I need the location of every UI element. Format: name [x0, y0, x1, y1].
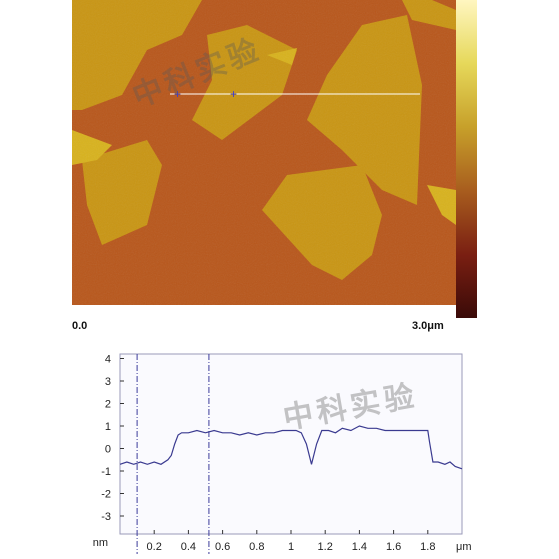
- y-axis-label: nm: [93, 537, 108, 549]
- y-tick-label: -3: [101, 511, 111, 523]
- x-tick-label: 0.8: [249, 541, 264, 553]
- afm-height-image: + +: [72, 0, 456, 305]
- plot-frame: [119, 353, 463, 535]
- cursor-marker-1[interactable]: +: [174, 87, 181, 101]
- scale-end-label: 3.0μm: [412, 320, 444, 332]
- y-tick-label: 4: [105, 354, 111, 366]
- x-tick-label: 1.8: [420, 541, 435, 553]
- x-axis-label: μm: [456, 541, 472, 553]
- y-tick-label: 3: [105, 376, 111, 388]
- x-tick-label: 0.4: [181, 541, 196, 553]
- x-tick-label: 1.2: [318, 541, 333, 553]
- x-tick-label: 0.2: [147, 541, 162, 553]
- x-tick-label: 1.4: [352, 541, 367, 553]
- y-tick-label: 0: [105, 444, 111, 456]
- height-color-bar: [456, 0, 477, 318]
- scale-end-value: 3.0: [412, 320, 428, 332]
- scale-unit: μm: [427, 320, 444, 332]
- scale-start-label: 0.0: [72, 320, 88, 332]
- y-tick-label: -1: [101, 466, 111, 478]
- x-tick-label: 0.6: [215, 541, 230, 553]
- x-tick-label: 1: [288, 541, 294, 553]
- cursor-marker-2[interactable]: +: [230, 87, 237, 101]
- x-tick-label: 1.6: [386, 541, 401, 553]
- y-tick-label: -2: [101, 489, 111, 501]
- height-profile-line: [119, 425, 463, 470]
- height-profile-chart: 4 3 2 1 0 -1 -2 -3 nm 0.2 0.4 0.6 0.8 1 1.2 1.4 1.6 1.8 μm: [93, 353, 472, 554]
- y-tick-label: 1: [105, 421, 111, 433]
- y-tick-label: 2: [105, 399, 111, 411]
